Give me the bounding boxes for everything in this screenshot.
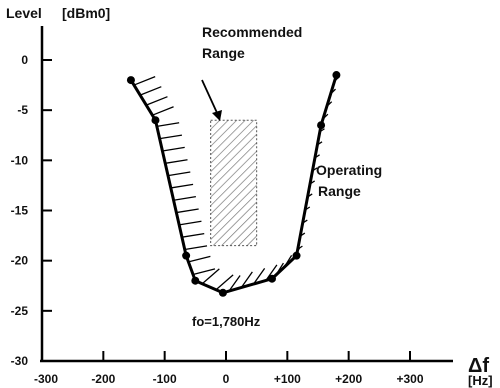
hatch-mark xyxy=(184,245,208,251)
data-point xyxy=(218,288,227,297)
data-point xyxy=(126,76,135,85)
hatch-mark xyxy=(146,96,168,106)
y-tick-label: -5 xyxy=(17,103,28,117)
data-point xyxy=(292,251,301,260)
data-point xyxy=(332,71,341,80)
recommended-range-arrow xyxy=(201,79,219,116)
hatch-mark xyxy=(179,220,202,226)
data-point xyxy=(182,251,191,260)
center-frequency-label: fo=1,780Hz xyxy=(192,314,261,329)
recommended-range-rect xyxy=(210,119,258,247)
x-tick-label: 0 xyxy=(223,372,230,386)
y-axis-label: Level xyxy=(6,5,42,21)
hatch-mark xyxy=(152,106,174,116)
data-point xyxy=(268,274,276,283)
y-tick-label: 0 xyxy=(21,53,28,67)
hatch-mark xyxy=(265,264,278,281)
x-axis-label: Δf xyxy=(468,355,489,377)
hatch-mark xyxy=(228,275,241,292)
hatch-mark xyxy=(170,183,194,189)
x-tick-label: +200 xyxy=(335,372,362,386)
data-point xyxy=(191,276,200,285)
hatch-mark xyxy=(192,268,216,276)
recommended-range-label-2: Range xyxy=(202,45,245,61)
hatch-mark xyxy=(176,208,199,214)
y-tick-label: -10 xyxy=(11,153,29,167)
arrow-head xyxy=(212,110,222,121)
recommended-range-box xyxy=(210,119,258,247)
hatch-mark xyxy=(162,146,185,152)
hatch-mark xyxy=(133,76,156,86)
hatch-mark xyxy=(215,274,234,291)
operating-range-label-2: Range xyxy=(318,183,361,199)
hatch-mark xyxy=(167,171,191,177)
x-axis-unit: [Hz] xyxy=(468,373,493,388)
hatch-mark xyxy=(188,255,211,263)
operating-range-label-1: Operating xyxy=(316,162,382,178)
y-tick-label: -25 xyxy=(11,304,29,318)
y-ticks: 0 -5 -10 -15 -20 -25 -30 xyxy=(11,53,52,368)
hatch-mark xyxy=(165,159,188,164)
operating-range-series xyxy=(126,71,341,297)
x-tick-label: -300 xyxy=(34,372,58,386)
hatch-mark xyxy=(139,86,162,96)
hatch-mark xyxy=(156,122,180,127)
hatch-mark xyxy=(181,232,205,238)
hatch-mark xyxy=(253,268,266,285)
x-tick-label: -200 xyxy=(91,372,115,386)
data-point xyxy=(151,116,160,125)
y-tick-label: -20 xyxy=(11,254,29,268)
hatch-mark xyxy=(240,271,253,288)
hatch-mark xyxy=(201,268,220,285)
hatch-mark xyxy=(173,196,196,201)
y-tick-label: -15 xyxy=(11,204,29,218)
y-axis-unit: [dBm0] xyxy=(62,5,110,21)
x-tick-label: -100 xyxy=(153,372,177,386)
x-tick-label: +300 xyxy=(396,372,423,386)
y-tick-label: -30 xyxy=(11,354,29,368)
recommended-range-label-1: Recommended xyxy=(202,24,302,40)
data-point xyxy=(317,121,326,130)
x-tick-label: +100 xyxy=(274,372,301,386)
x-ticks: -300 -200 -100 0 +100 +200 +300 xyxy=(34,351,424,386)
curve-hatch-marks xyxy=(133,76,340,292)
hatch-mark xyxy=(159,134,183,140)
